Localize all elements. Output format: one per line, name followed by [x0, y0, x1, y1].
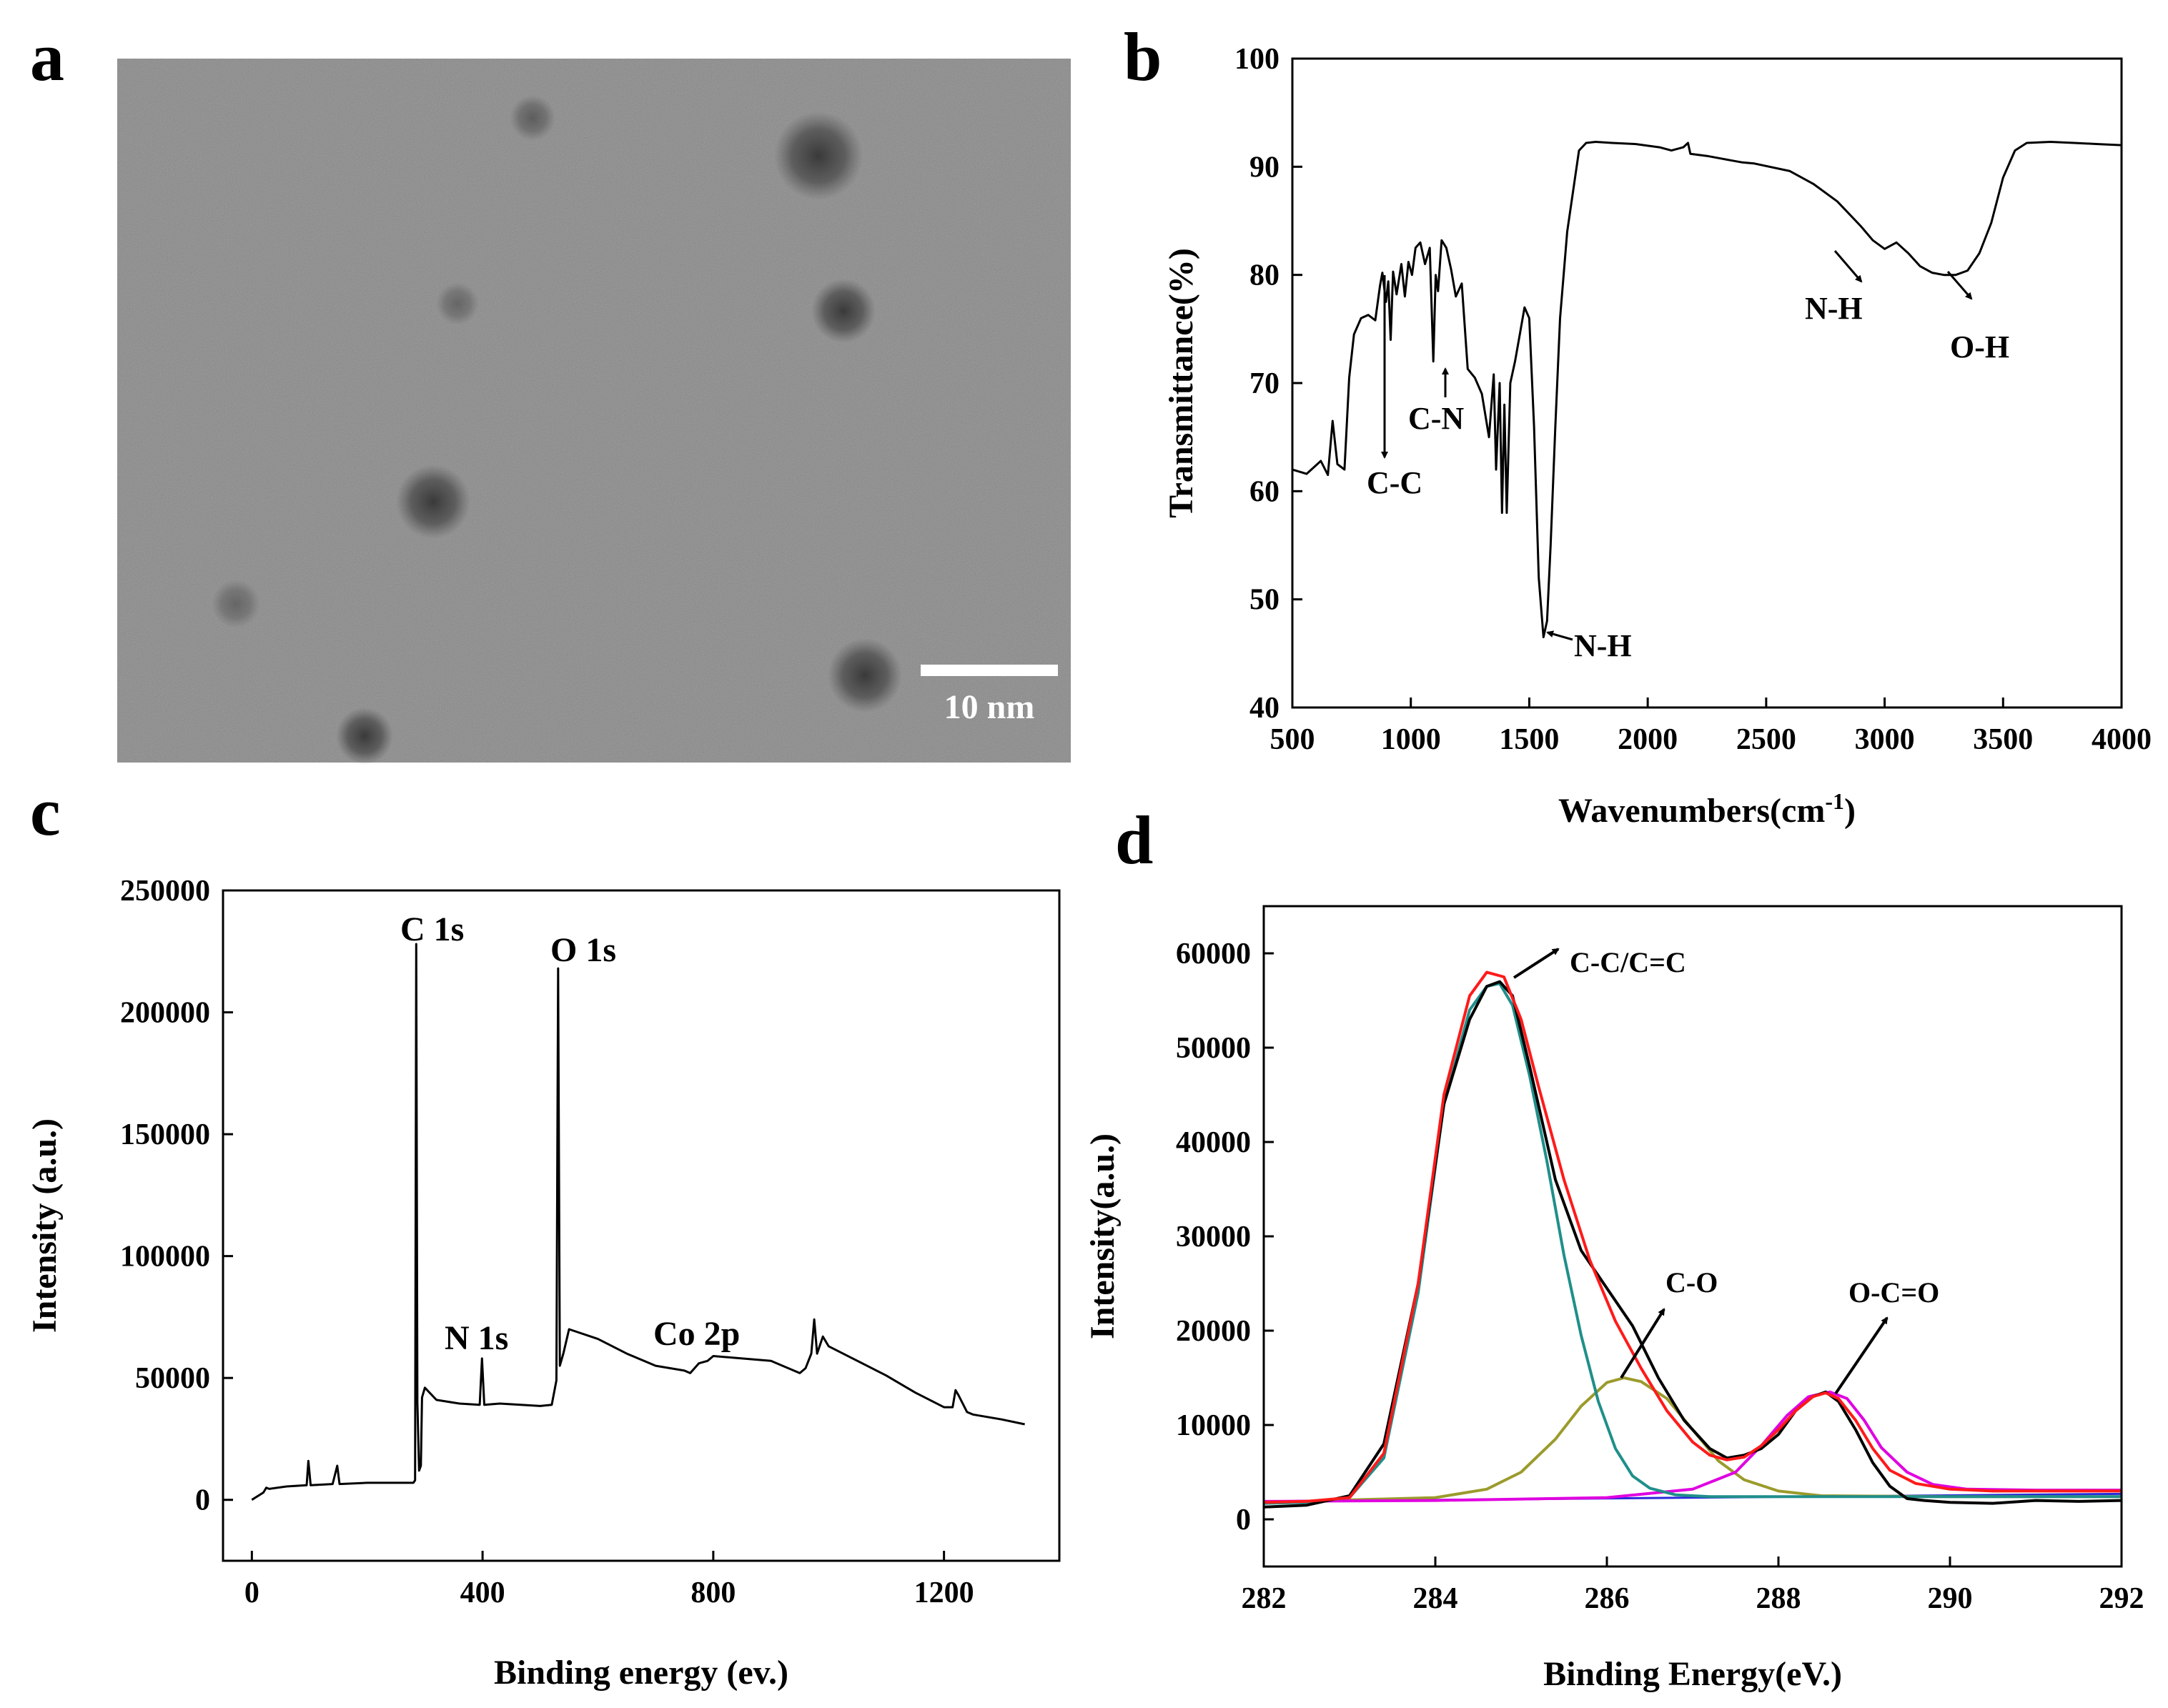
annotations-b: C-C C-N N-H N-H O-H — [1367, 250, 2009, 663]
annotation-o-1s: O 1s — [550, 931, 616, 969]
annotation-co-2p: Co 2p — [653, 1315, 740, 1353]
panel-a: a 10 nm — [30, 19, 1071, 765]
y-tick-label: 90 — [1249, 151, 1279, 184]
annotations-c: C 1s N 1s O 1s Co 2p — [400, 910, 740, 1357]
y-tick-label: 50 — [1249, 584, 1279, 617]
panel-b-letter: b — [1124, 19, 1162, 95]
c-c-fit-line — [1263, 982, 2122, 1505]
x-tick-label: 292 — [2099, 1582, 2144, 1615]
tem-image: 10 nm — [117, 59, 1071, 765]
x-axis-label-b: Wavenumbers(cm-1) — [1558, 788, 1856, 830]
nanoparticle — [396, 465, 470, 539]
annotation-c-o: C-O — [1665, 1266, 1718, 1299]
x-tick-label: 3500 — [1973, 723, 2033, 756]
nanoparticle — [510, 95, 555, 141]
y-tick-label: 20000 — [1176, 1315, 1251, 1348]
nanoparticle — [336, 707, 393, 765]
x-tick-label: 290 — [1928, 1582, 1973, 1615]
y-tick-label: 40 — [1249, 692, 1279, 725]
nanoparticle — [436, 282, 479, 325]
y-tick-label: 60 — [1249, 475, 1279, 508]
x-tick-label: 2000 — [1618, 723, 1678, 756]
x-tick-label: 0 — [244, 1577, 259, 1609]
panel-c: c 0 400 800 1200 0 50000 100000 150000 200000 250… — [26, 773, 1061, 1692]
x-tick-label: 286 — [1585, 1582, 1630, 1615]
xps-survey-series-line — [251, 943, 1025, 1501]
plot-frame-d — [1262, 905, 2123, 1568]
x-tick-label: 288 — [1756, 1582, 1801, 1615]
arrow-n-h-1 — [1546, 630, 1573, 641]
annotation-n-h-1: N-H — [1574, 628, 1632, 663]
x-tick-label: 2500 — [1736, 723, 1796, 756]
panel-c-letter: c — [30, 773, 61, 850]
arrow-n-h-2 — [1833, 250, 1863, 283]
x-axis-label-d: Binding Energy(eV.) — [1543, 1655, 1842, 1693]
x-tick-label: 500 — [1270, 723, 1315, 756]
scale-bar — [921, 665, 1058, 676]
x-tick-label: 1500 — [1499, 723, 1559, 756]
y-tick-label: 250000 — [120, 875, 210, 908]
x-tick-label: 1000 — [1381, 723, 1441, 756]
envelope-line — [1263, 970, 2122, 1504]
arrow-c-o — [1620, 1308, 1665, 1379]
axes-b: 500 1000 1500 2000 2500 3000 3500 4000 40 50 60 70 8… — [1234, 43, 2152, 756]
nanoparticle — [774, 111, 863, 200]
plot-frame-c — [222, 889, 1061, 1562]
panel-d-letter: d — [1115, 802, 1153, 878]
arrow-o-c-o — [1834, 1316, 1889, 1395]
y-tick-label: 100 — [1234, 43, 1279, 76]
y-tick-label: 150000 — [120, 1118, 210, 1151]
c-o-fit-line — [1263, 1376, 2122, 1504]
x-tick-label: 282 — [1242, 1582, 1287, 1615]
y-tick-label: 70 — [1249, 367, 1279, 400]
axes-c: 0 400 800 1200 0 50000 100000 150000 200000 25000… — [120, 875, 974, 1609]
panel-d: d 282 284 286 288 290 292 0 10000 20000 30000 4000… — [1084, 802, 2144, 1693]
y-tick-label: 40000 — [1176, 1126, 1251, 1159]
y-tick-label: 80 — [1249, 259, 1279, 292]
y-tick-label: 0 — [195, 1484, 210, 1517]
y-tick-label: 200000 — [120, 997, 210, 1030]
annotation-c-c: C-C — [1367, 465, 1422, 500]
scale-bar-label: 10 nm — [944, 688, 1035, 726]
x-axis-label-c: Binding energy (ev.) — [494, 1654, 788, 1692]
y-axis-label-c: Intensity (a.u.) — [26, 1118, 64, 1333]
y-axis-label-b: Transmittance(%) — [1162, 248, 1200, 518]
nanoparticle — [811, 279, 876, 343]
annotation-n-1s: N 1s — [445, 1319, 508, 1357]
x-tick-label: 4000 — [2092, 723, 2152, 756]
axes-d: 282 284 286 288 290 292 0 10000 20000 30000 40000 5… — [1176, 938, 2144, 1615]
arrow-c-c-c-c — [1513, 948, 1560, 979]
annotation-c-1s: C 1s — [400, 910, 464, 948]
nanoparticle — [212, 580, 260, 628]
y-tick-label: 10000 — [1176, 1409, 1251, 1442]
annotation-o-c-o: O-C=O — [1848, 1276, 1939, 1309]
x-tick-label: 800 — [691, 1577, 736, 1609]
ftir-series-line — [1292, 141, 2122, 639]
annotations-d: C-C/C=C C-O O-C=O — [1513, 946, 1939, 1395]
annotation-o-h: O-H — [1950, 329, 2009, 364]
annotation-c-n: C-N — [1408, 401, 1464, 436]
raw-data-line — [1263, 980, 2122, 1509]
annotation-n-h-2: N-H — [1805, 291, 1863, 326]
panel-b: b 500 1000 1500 2000 2500 3000 3500 4000 40 50 60 7… — [1124, 19, 2152, 830]
y-tick-label: 50000 — [1176, 1032, 1251, 1065]
annotation-c-c-c-c: C-C/C=C — [1570, 946, 1686, 978]
x-tick-label: 284 — [1413, 1582, 1458, 1615]
nanoparticle — [828, 638, 902, 713]
y-tick-label: 60000 — [1176, 938, 1251, 970]
x-tick-label: 1200 — [914, 1577, 974, 1609]
y-tick-label: 100000 — [120, 1241, 210, 1273]
plot-frame-b — [1291, 57, 2123, 709]
panel-a-letter: a — [30, 19, 64, 95]
y-tick-label: 50000 — [135, 1362, 210, 1395]
arrow-o-h — [1946, 271, 1973, 300]
x-tick-label: 400 — [460, 1577, 505, 1609]
y-tick-label: 30000 — [1176, 1221, 1251, 1253]
y-axis-label-d: Intensity(a.u.) — [1084, 1133, 1122, 1339]
x-tick-label: 3000 — [1855, 723, 1915, 756]
y-tick-label: 0 — [1236, 1504, 1251, 1536]
